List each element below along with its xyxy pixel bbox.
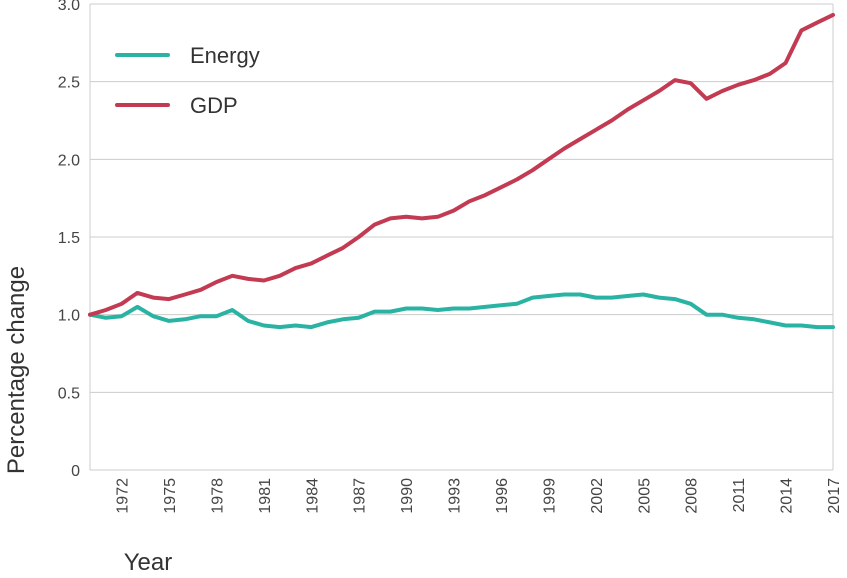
x-tick-label: 1972 bbox=[115, 478, 132, 514]
y-axis-tick-labels: 0 0.5 1.0 1.5 2.0 2.5 3.0 bbox=[58, 0, 80, 480]
series-line-gdp bbox=[88, 12, 835, 317]
x-axis-tick-labels: 1972 1975 1978 1981 1984 1987 1990 1993 1996 1999… bbox=[115, 478, 843, 514]
x-axis-title: Year bbox=[124, 549, 173, 576]
y-tick-label: 1.5 bbox=[58, 230, 80, 247]
x-tick-label: 1999 bbox=[541, 478, 558, 514]
x-tick-label: 2011 bbox=[731, 478, 748, 513]
y-tick-label: 3.0 bbox=[58, 0, 80, 14]
x-tick-label: 2002 bbox=[589, 478, 606, 514]
x-tick-label: 2005 bbox=[636, 478, 653, 514]
y-tick-label: 2.0 bbox=[58, 152, 80, 169]
x-tick-label: 1996 bbox=[494, 478, 511, 514]
x-tick-label: 2008 bbox=[684, 478, 701, 514]
x-tick-label: 1978 bbox=[209, 478, 226, 514]
x-tick-label: 2017 bbox=[826, 478, 843, 514]
y-tick-label: 0.5 bbox=[58, 385, 80, 402]
y-tick-label: 2.5 bbox=[58, 75, 80, 92]
x-tick-label: 1975 bbox=[162, 478, 179, 514]
y-tick-label: 0 bbox=[71, 463, 80, 480]
legend: Energy GDP bbox=[115, 43, 260, 118]
x-tick-label: 1984 bbox=[304, 478, 321, 514]
y-axis-title: Percentage change bbox=[3, 266, 30, 474]
data-series-lines bbox=[88, 12, 835, 330]
x-tick-label: 1990 bbox=[399, 478, 416, 514]
y-tick-label: 1.0 bbox=[58, 308, 80, 325]
horizontal-gridlines bbox=[89, 3, 834, 471]
series-line-energy bbox=[88, 292, 835, 330]
x-tick-label: 1993 bbox=[447, 478, 464, 514]
legend-label-energy: Energy bbox=[190, 43, 260, 68]
x-tick-label: 1981 bbox=[257, 478, 274, 514]
x-tick-label: 2014 bbox=[779, 478, 796, 514]
legend-label-gdp: GDP bbox=[190, 93, 238, 118]
x-tick-label: 1987 bbox=[352, 478, 369, 514]
